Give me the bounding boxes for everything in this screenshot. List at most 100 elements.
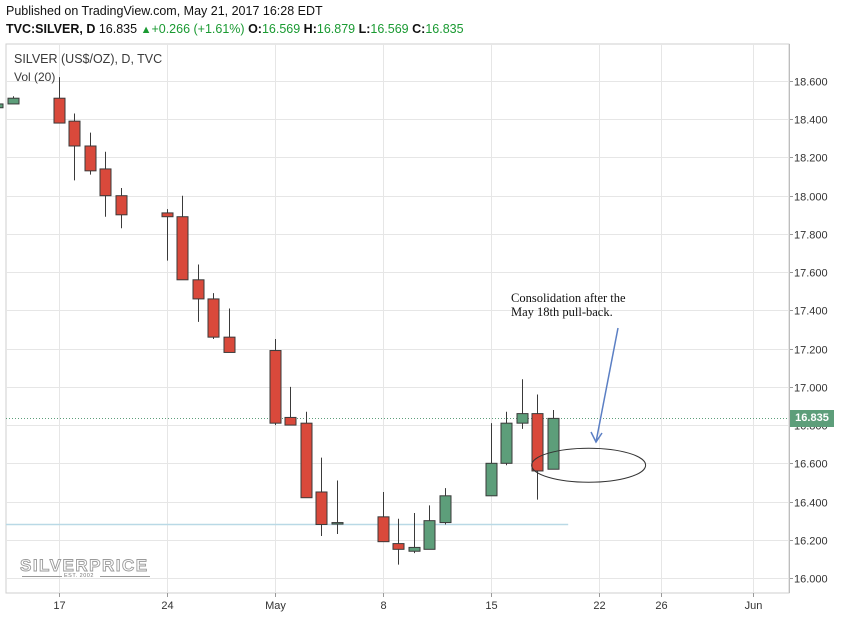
- y-tick-label: 18.600: [794, 77, 828, 89]
- symbol-label: TVC:SILVER, D: [6, 22, 96, 36]
- logo-rule-left: [22, 576, 62, 577]
- change-value: +0.266 (+1.61%): [151, 22, 245, 36]
- pane-title: SILVER (US$/OZ), D, TVC: [14, 52, 163, 66]
- candle-body: [315, 491, 328, 525]
- candle-down: [68, 113, 81, 181]
- candle-body: [408, 546, 421, 552]
- grid: [5, 43, 790, 594]
- candle-up: [331, 480, 344, 535]
- candle-up: [423, 505, 436, 550]
- open-label: O:: [248, 22, 262, 36]
- candle-body: [547, 417, 560, 470]
- candle-body: [423, 520, 436, 550]
- candle-body: [192, 279, 205, 300]
- logo-rule-right: [100, 576, 150, 577]
- candle-down: [531, 394, 544, 500]
- candle-down: [269, 339, 282, 426]
- close-value: 16.835: [425, 22, 464, 36]
- candle-body: [377, 516, 390, 543]
- candle-down: [284, 386, 297, 426]
- candle-body: [500, 422, 513, 464]
- annotation-ellipse: [531, 447, 647, 483]
- annotation-arrow-head: [590, 431, 603, 444]
- x-tick-label: 24: [161, 600, 173, 612]
- candle-body: [176, 216, 189, 281]
- annotation-shapes: [531, 327, 647, 483]
- annotation-text: Consolidation after the May 18th pull-ba…: [511, 291, 671, 319]
- candle-down: [315, 457, 328, 536]
- candle-body: [284, 416, 297, 426]
- candle-up: [0, 103, 4, 109]
- candle-down: [207, 293, 220, 340]
- logo-name: SILVERPRICE: [20, 556, 149, 576]
- low-value: 16.569: [370, 22, 409, 36]
- candle-body: [7, 97, 20, 105]
- reference-lines: [6, 418, 789, 526]
- y-tick-label: 18.200: [794, 153, 828, 165]
- candle-body: [516, 413, 529, 424]
- y-tick-label: 18.000: [794, 192, 828, 204]
- silverprice-logo: SILVERPRICE EST. 2002: [20, 556, 160, 582]
- high-value: 16.879: [316, 22, 356, 36]
- y-tick-label: 17.400: [794, 306, 828, 318]
- candle-down: [300, 411, 313, 499]
- high-label: H:: [303, 22, 317, 36]
- y-tick-label: 17.000: [794, 383, 828, 395]
- candle-body: [115, 195, 128, 216]
- y-tick-label: 17.200: [794, 345, 828, 357]
- ohlc-legend: TVC:SILVER, D 16.835 ▲+0.266 (+1.61%) O:…: [6, 22, 464, 36]
- candle-down: [99, 151, 112, 217]
- last-price: 16.835: [98, 22, 138, 36]
- candle-up: [485, 423, 498, 497]
- candle-body: [161, 212, 174, 218]
- annotation-arrow-shaft: [595, 327, 619, 443]
- candle-down: [176, 195, 189, 281]
- candle-up: [516, 379, 529, 429]
- candle-body: [269, 350, 282, 424]
- candle-up: [7, 96, 20, 105]
- candle-down: [377, 491, 390, 543]
- candle-body: [300, 422, 313, 499]
- candles: [0, 77, 560, 565]
- candle-down: [115, 188, 128, 229]
- plot-frame: [5, 43, 790, 594]
- candle-body: [531, 413, 544, 472]
- x-tick-label: Jun: [745, 600, 763, 612]
- candle-down: [84, 132, 97, 175]
- x-tick-label: 15: [485, 600, 497, 612]
- candle-body: [53, 97, 66, 124]
- candle-down: [53, 77, 66, 124]
- x-tick-label: May: [265, 600, 286, 612]
- logo-est: EST. 2002: [64, 573, 94, 579]
- candle-body: [68, 120, 81, 147]
- annotation-line-1: Consolidation after the: [511, 291, 626, 305]
- y-tick-label: 16.600: [794, 459, 828, 471]
- y-tick-label: 17.800: [794, 230, 828, 242]
- candle-body: [84, 145, 97, 172]
- candle-body: [331, 522, 344, 525]
- candle-body: [392, 543, 405, 550]
- low-label: L:: [358, 22, 371, 36]
- volume-label: Vol (20): [14, 70, 56, 84]
- candle-down: [161, 209, 174, 261]
- candle-down: [223, 308, 236, 353]
- open-value: 16.569: [261, 22, 301, 36]
- candle-body: [439, 495, 452, 524]
- x-tick-label: 26: [655, 600, 667, 612]
- candle-up: [408, 513, 421, 554]
- y-tick-label: 18.400: [794, 115, 828, 127]
- y-tick-label: 16.400: [794, 498, 828, 510]
- candle-down: [392, 518, 405, 565]
- y-tick-label: 16.000: [794, 574, 828, 586]
- candle-up: [547, 409, 560, 470]
- candle-down: [192, 264, 205, 322]
- last-price-tag: 16.835: [790, 410, 834, 427]
- candle-body: [223, 336, 236, 353]
- candle-body: [485, 462, 498, 497]
- candle-up: [439, 488, 452, 525]
- close-label: C:: [412, 22, 426, 36]
- x-tick-label: 17: [53, 600, 65, 612]
- candle-body: [99, 168, 112, 197]
- x-tick-label: 8: [380, 600, 386, 612]
